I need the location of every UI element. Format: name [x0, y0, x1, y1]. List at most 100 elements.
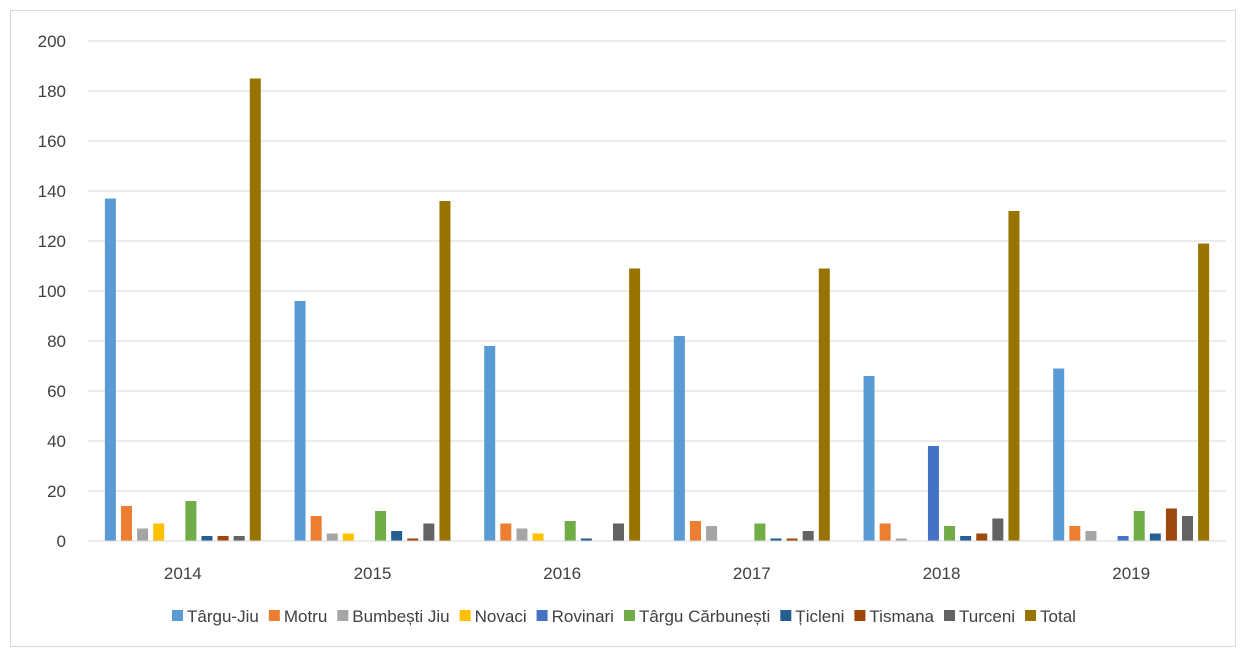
legend-swatch: [854, 610, 866, 621]
bar: [104, 198, 116, 541]
legend-item: Târgu Cărbunești: [623, 607, 770, 626]
bar: [137, 528, 149, 541]
legend-item: Țicleni: [780, 607, 844, 626]
legend-item: Tismana: [854, 607, 935, 626]
bar: [342, 533, 354, 541]
bar: [976, 533, 988, 541]
bar: [1133, 511, 1145, 541]
legend-label: Târgu Cărbunești: [639, 607, 770, 626]
bar: [689, 521, 701, 541]
bar: [706, 526, 718, 541]
legend-label: Bumbești Jiu: [352, 607, 449, 626]
bar: [944, 526, 956, 541]
bar: [326, 533, 338, 541]
bar: [407, 538, 419, 541]
y-tick-label: 200: [38, 32, 66, 51]
bar: [1053, 368, 1065, 541]
y-tick-label: 160: [38, 132, 66, 151]
legend-swatch: [172, 610, 184, 621]
bar: [1182, 516, 1194, 541]
bar: [786, 538, 798, 541]
x-tick-label: 2014: [164, 564, 202, 583]
x-tick-label: 2017: [733, 564, 771, 583]
x-tick-label: 2016: [543, 564, 581, 583]
bar: [391, 531, 403, 541]
x-tick-label: 2015: [354, 564, 392, 583]
legend-label: Țicleni: [795, 607, 844, 626]
bar: [153, 523, 165, 541]
legend-swatch: [459, 610, 471, 621]
legend-item: Total: [1025, 607, 1076, 626]
legend-label: Total: [1040, 607, 1076, 626]
bar: [217, 536, 229, 541]
legend-label: Târgu-Jiu: [187, 607, 259, 626]
bar: [423, 523, 435, 541]
bar: [120, 506, 132, 541]
y-tick-label: 140: [38, 182, 66, 201]
legend-item: Rovinari: [536, 607, 614, 626]
legend-swatch: [943, 610, 955, 621]
bar: [770, 538, 782, 541]
bar: [516, 528, 528, 541]
bar: [863, 376, 875, 541]
bar: [895, 538, 907, 541]
chart-frame: 0 20 40 60 80 100 120 140 160 180 200 2014 2015 2016…: [10, 10, 1236, 647]
bar: [201, 536, 213, 541]
y-tick-label: 80: [47, 332, 66, 351]
bar: [673, 336, 685, 541]
bars: [104, 78, 1210, 541]
y-tick-label: 0: [57, 532, 66, 551]
legend-label: Rovinari: [552, 607, 614, 626]
bar: [439, 201, 451, 541]
bar: [580, 538, 592, 541]
legend-label: Motru: [284, 607, 327, 626]
bar: [802, 531, 814, 541]
legend-swatch: [268, 610, 280, 621]
legend-label: Novaci: [475, 607, 527, 626]
bar: [754, 523, 766, 541]
bar: [818, 268, 830, 541]
bar: [564, 521, 576, 541]
x-tick-label: 2019: [1112, 564, 1150, 583]
legend-item: Novaci: [459, 607, 527, 626]
bar: [1069, 526, 1081, 541]
legend-label: Tismana: [869, 607, 934, 626]
bar: [613, 523, 625, 541]
bar: [500, 523, 512, 541]
bar: [1198, 243, 1210, 541]
legend-label: Turceni: [959, 607, 1015, 626]
gridlines: [88, 40, 1226, 492]
legend: Târgu-Jiu Motru Bumbești Jiu Novaci Rovinari…: [172, 607, 1076, 626]
bar: [185, 501, 197, 541]
bar: [1117, 536, 1129, 541]
bar: [960, 536, 972, 541]
bar: [992, 518, 1004, 541]
legend-swatch: [780, 610, 792, 621]
bar: [879, 523, 891, 541]
legend-swatch: [337, 610, 349, 621]
y-tick-label: 180: [38, 82, 66, 101]
bar: [484, 346, 496, 541]
x-axis: 2014 2015 2016 2017 2018 2019: [88, 540, 1226, 583]
y-tick-label: 20: [47, 482, 66, 501]
y-tick-label: 120: [38, 232, 66, 251]
bar-chart: 0 20 40 60 80 100 120 140 160 180 200 2014 2015 2016…: [38, 32, 1226, 626]
legend-swatch: [1025, 610, 1037, 621]
bar: [1008, 211, 1020, 541]
y-tick-label: 60: [47, 382, 66, 401]
legend-item: Turceni: [943, 607, 1015, 626]
bar: [1149, 533, 1161, 541]
legend-swatch: [536, 610, 548, 621]
x-tick-label: 2018: [923, 564, 961, 583]
legend-swatch: [623, 610, 635, 621]
bar: [927, 446, 939, 541]
bar: [1165, 508, 1177, 541]
bar: [294, 301, 306, 541]
bar: [629, 268, 641, 541]
bar: [249, 78, 261, 541]
bar: [233, 536, 245, 541]
legend-item: Târgu-Jiu: [172, 607, 259, 626]
bar: [310, 516, 322, 541]
y-tick-label: 40: [47, 432, 66, 451]
legend-item: Bumbești Jiu: [337, 607, 450, 626]
